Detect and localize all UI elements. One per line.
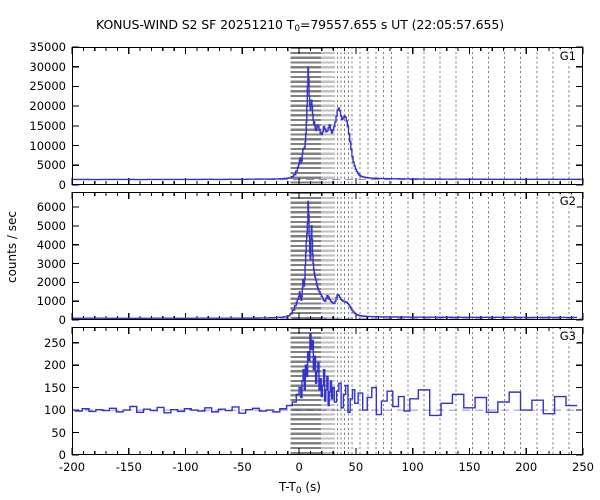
y-tick-label: 4000 <box>36 237 66 252</box>
y-tick-label: 35000 <box>29 40 66 54</box>
x-tick-label: 150 <box>458 460 481 474</box>
panel-g1-tag: G1 <box>558 49 577 63</box>
x-tick-label: -50 <box>232 460 252 474</box>
panel-g3-plot <box>71 327 584 456</box>
panel-g2-tag: G2 <box>558 194 577 208</box>
panel-g2-plot <box>71 192 584 321</box>
y-tick-label: 20000 <box>29 99 66 114</box>
x-axis-label-subscript: 0 <box>295 486 302 496</box>
x-tick-label: -100 <box>172 460 199 474</box>
y-tick-label: 200 <box>44 358 66 373</box>
y-tick-label: 15000 <box>29 118 66 133</box>
figure-title: KONUS-WIND S2 SF 20251210 T0=79557.655 s… <box>0 17 600 34</box>
x-tick-label: 200 <box>515 460 538 474</box>
panel-g3-tag: G3 <box>558 329 577 343</box>
y-tick-label: 25000 <box>29 79 66 94</box>
figure-title-prefix: KONUS-WIND S2 SF 20251210 T <box>96 17 295 32</box>
y-tick-label: 5000 <box>36 218 66 233</box>
panel-g3: G3 <box>71 327 584 456</box>
y-tick-label: 50 <box>51 425 66 440</box>
x-axis-label: T-T0 (s) <box>0 480 600 496</box>
panel-g2-frame <box>72 192 583 320</box>
x-tick-label: 50 <box>348 460 364 474</box>
figure-title-subscript: 0 <box>294 24 300 34</box>
x-tick-label: -150 <box>115 460 142 474</box>
x-tick-label: -200 <box>58 460 86 474</box>
y-tick-label: 30000 <box>29 59 66 74</box>
x-tick-label: 250 <box>572 460 594 474</box>
y-tick-label: 5000 <box>36 158 66 173</box>
figure-title-suffix: =79557.655 s UT (22:05:57.655) <box>299 17 504 32</box>
y-tick-label: 0 <box>58 313 66 327</box>
y-tick-label: 0 <box>58 448 66 462</box>
y-tick-label: 150 <box>44 380 66 395</box>
panel-g3-frame <box>72 327 583 455</box>
x-axis-label-prefix: T-T <box>279 480 296 494</box>
panel-g2: G2 <box>71 192 584 321</box>
y-tick-label: 100 <box>44 403 66 418</box>
x-axis-label-suffix: (s) <box>301 480 321 494</box>
y-tick-label: 1000 <box>36 294 66 309</box>
y-tick-label: 10000 <box>29 138 66 153</box>
panel-g1: G1 <box>71 46 584 186</box>
panel-g1-plot <box>71 46 584 186</box>
y-tick-label: 6000 <box>36 200 66 215</box>
y-tick-label: 250 <box>44 335 66 350</box>
y-tick-label: 3000 <box>36 256 66 271</box>
panel-g1-frame <box>72 47 583 185</box>
x-tick-label: 100 <box>401 460 424 474</box>
y-tick-label: 0 <box>58 178 66 192</box>
x-tick-label: 0 <box>295 460 303 474</box>
y-tick-label: 2000 <box>36 275 66 290</box>
